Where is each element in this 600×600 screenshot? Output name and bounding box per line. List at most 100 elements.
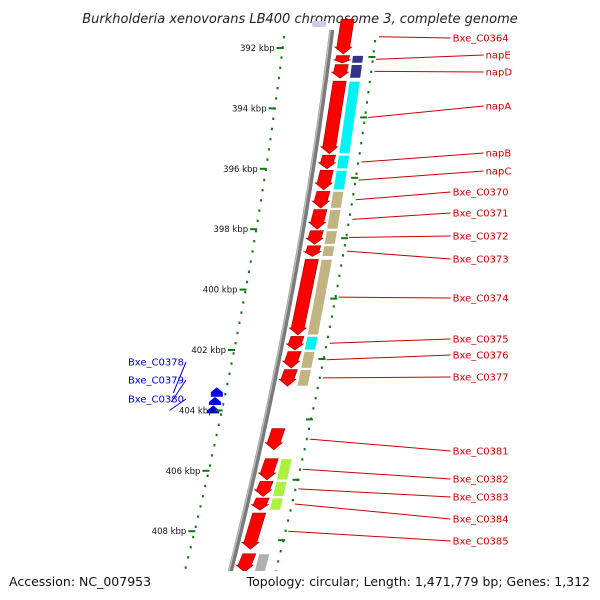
cog-block: [349, 64, 363, 79]
topology-text: Topology: circular; Length: 1,471,779 bp…: [246, 574, 590, 589]
inner-dot: [266, 158, 269, 161]
outer-dot: [349, 213, 351, 216]
inner-dot: [226, 382, 229, 386]
gene-label: napE: [486, 51, 511, 62]
outer-dot: [320, 366, 323, 369]
outer-dot: [358, 152, 361, 155]
gene-label: Bxe_C0384: [453, 515, 509, 526]
gene-label: Bxe_C0371: [453, 209, 509, 220]
scroll-marker: [312, 21, 326, 27]
inner-dot: [222, 403, 225, 406]
gene-track: [207, 18, 355, 600]
gene-label: Bxe_C0377: [453, 373, 509, 384]
inner-dot: [255, 229, 257, 233]
tick-label: 400 kbp: [203, 286, 238, 296]
inner-dot: [201, 495, 204, 498]
gene-arrow: [250, 497, 270, 511]
accession-text: Accession: NC_007953: [9, 574, 151, 589]
tick-label: 404 kbp: [179, 406, 214, 416]
outer-dot: [314, 397, 317, 400]
inner-dot: [263, 178, 266, 182]
outer-dot: [328, 325, 331, 328]
inner-dot: [208, 464, 211, 467]
footer-background: [0, 571, 600, 600]
reverse-label-leader: [172, 361, 187, 394]
inner-dot: [217, 423, 220, 426]
outer-dot: [353, 182, 356, 186]
inner-dot: [197, 515, 200, 518]
inner-dot: [256, 219, 259, 222]
outer-dot: [370, 70, 373, 73]
gene-arrow: [278, 369, 298, 387]
label-leader: [376, 54, 484, 60]
gene-label: Bxe_C0383: [453, 493, 509, 504]
outer-dot: [277, 560, 280, 563]
outer-dot: [361, 131, 364, 135]
outer-dot: [326, 335, 329, 339]
tick-label: 406 kbp: [166, 467, 201, 477]
inner-dot: [189, 546, 192, 549]
reverse-gene-arrow: [209, 396, 221, 405]
outer-dot: [366, 101, 368, 104]
outer-dot: [372, 50, 375, 53]
outer-dot: [336, 284, 339, 288]
outer-dot: [318, 376, 321, 379]
gene-label: Bxe_C0370: [453, 188, 509, 199]
reverse-gene-label: Bxe_C0380: [128, 395, 184, 406]
outer-dot: [299, 468, 301, 471]
inner-dot: [184, 566, 187, 569]
tick-label: 398 kbp: [213, 225, 248, 235]
outer-dot: [291, 499, 294, 502]
inner-dot: [236, 331, 239, 335]
cog-block: [321, 245, 336, 257]
outer-dot: [287, 519, 290, 522]
outer-dot: [360, 142, 363, 145]
label-leader: [361, 152, 484, 163]
cog-block: [323, 230, 338, 245]
outer-dot: [305, 437, 308, 441]
inner-dot: [199, 505, 202, 508]
cog-block: [332, 169, 348, 191]
label-leader: [302, 468, 451, 480]
inner-dot: [275, 97, 278, 100]
label-leader: [378, 36, 451, 39]
outer-dot: [343, 244, 346, 247]
reverse-label-leader: [169, 398, 187, 411]
gene-arrow: [317, 154, 337, 170]
gene-arrow: [307, 209, 328, 230]
inner-dot: [187, 556, 190, 559]
reverse-label-leader: [170, 379, 187, 403]
backbone-line: [220, 29, 335, 600]
inner-dot: [224, 393, 227, 396]
inner-dot: [280, 56, 283, 59]
outer-dot: [347, 223, 350, 226]
gene-arrow: [311, 191, 331, 209]
gene-arrow: [288, 259, 319, 336]
inner-dot: [277, 76, 280, 80]
outer-dot: [338, 274, 341, 277]
label-leader: [349, 235, 451, 238]
inner-dot: [247, 270, 250, 273]
inner-dot: [253, 240, 256, 243]
gene-arrow: [241, 512, 267, 550]
gene-arrow: [253, 481, 274, 497]
cog-block: [272, 480, 288, 497]
cog-block: [296, 369, 312, 387]
gene-label: napC: [486, 167, 512, 178]
label-leader: [294, 503, 451, 520]
outer-dot: [301, 458, 304, 461]
inner-dot: [238, 321, 241, 324]
gene-label: napD: [486, 68, 513, 79]
outer-dot: [345, 233, 348, 237]
inner-dot: [213, 444, 216, 447]
gene-arrow: [319, 80, 347, 155]
gene-arrow: [333, 55, 351, 64]
outer-dot: [316, 386, 319, 390]
inner-dot: [261, 189, 264, 192]
outer-dot: [289, 509, 292, 512]
gene-arrow: [264, 428, 286, 451]
gene-arrow: [330, 64, 350, 79]
tick-label: 402 kbp: [191, 346, 226, 356]
cog-track: [253, 55, 365, 573]
